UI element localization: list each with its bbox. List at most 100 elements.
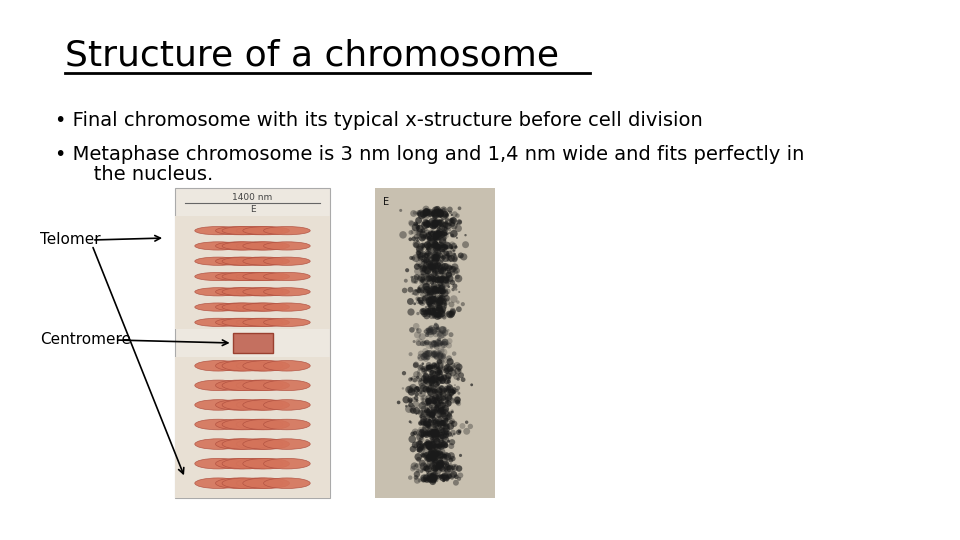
Ellipse shape [428,213,432,216]
Ellipse shape [437,398,441,402]
Ellipse shape [460,253,468,260]
Ellipse shape [436,312,443,319]
Ellipse shape [432,428,440,435]
Ellipse shape [456,223,458,225]
Text: the nucleus.: the nucleus. [75,165,213,185]
Ellipse shape [421,278,428,285]
Ellipse shape [423,310,428,315]
Ellipse shape [445,369,449,374]
Ellipse shape [423,266,432,274]
Ellipse shape [444,419,446,421]
Ellipse shape [442,464,444,467]
Ellipse shape [443,231,444,233]
Ellipse shape [432,221,439,227]
Ellipse shape [424,212,430,218]
Ellipse shape [422,340,424,343]
Ellipse shape [419,364,423,369]
Ellipse shape [425,232,432,240]
Ellipse shape [424,306,427,308]
Ellipse shape [437,276,440,279]
Ellipse shape [429,223,435,228]
Ellipse shape [424,210,429,215]
Ellipse shape [427,463,431,467]
Ellipse shape [428,245,431,248]
Ellipse shape [443,480,445,482]
Ellipse shape [421,468,424,470]
Ellipse shape [236,226,283,235]
Ellipse shape [426,265,429,267]
Ellipse shape [452,388,457,393]
Ellipse shape [424,435,427,438]
Ellipse shape [430,465,434,469]
Ellipse shape [436,366,439,369]
Ellipse shape [426,460,433,465]
Ellipse shape [424,429,431,436]
Ellipse shape [424,407,430,413]
Ellipse shape [222,303,269,311]
Ellipse shape [431,465,437,471]
Ellipse shape [442,445,444,447]
Ellipse shape [428,303,430,306]
Ellipse shape [216,478,262,489]
Ellipse shape [414,387,420,393]
Ellipse shape [450,219,455,223]
Ellipse shape [426,387,431,392]
Ellipse shape [433,312,436,315]
Ellipse shape [441,395,446,401]
Ellipse shape [441,233,444,235]
Ellipse shape [433,400,437,403]
Ellipse shape [444,464,450,470]
Ellipse shape [416,469,420,472]
Ellipse shape [425,222,430,226]
Ellipse shape [427,476,432,481]
Ellipse shape [430,478,433,481]
Bar [232,333,273,353]
Ellipse shape [427,225,430,227]
Ellipse shape [427,249,429,252]
Ellipse shape [409,384,417,392]
Ellipse shape [443,345,445,348]
Ellipse shape [434,314,437,317]
Ellipse shape [434,245,440,250]
Ellipse shape [428,260,436,268]
Ellipse shape [440,456,444,460]
Ellipse shape [447,432,452,436]
Ellipse shape [426,407,432,412]
Ellipse shape [436,327,439,330]
Ellipse shape [457,369,461,372]
Ellipse shape [439,357,443,361]
Ellipse shape [425,266,431,272]
Ellipse shape [422,389,424,392]
Ellipse shape [438,441,441,443]
Ellipse shape [440,466,445,472]
Ellipse shape [439,428,442,431]
Ellipse shape [425,388,428,391]
Ellipse shape [434,299,440,304]
Ellipse shape [444,295,450,302]
Ellipse shape [264,439,310,449]
Ellipse shape [429,377,432,380]
Ellipse shape [432,219,440,227]
Ellipse shape [429,449,434,454]
Ellipse shape [433,280,439,286]
Ellipse shape [454,465,456,467]
Ellipse shape [444,471,451,478]
Ellipse shape [427,390,431,393]
Ellipse shape [425,272,432,278]
Ellipse shape [442,255,444,257]
Ellipse shape [417,210,425,218]
Ellipse shape [437,444,442,449]
Ellipse shape [452,256,458,262]
Ellipse shape [422,373,429,380]
Ellipse shape [426,253,430,256]
Ellipse shape [426,212,429,215]
Ellipse shape [417,443,424,451]
Ellipse shape [433,231,439,237]
Ellipse shape [438,402,445,410]
Ellipse shape [439,237,446,245]
Ellipse shape [436,421,438,423]
Ellipse shape [433,232,439,238]
Ellipse shape [452,352,456,356]
Ellipse shape [431,282,437,289]
Ellipse shape [437,460,444,467]
